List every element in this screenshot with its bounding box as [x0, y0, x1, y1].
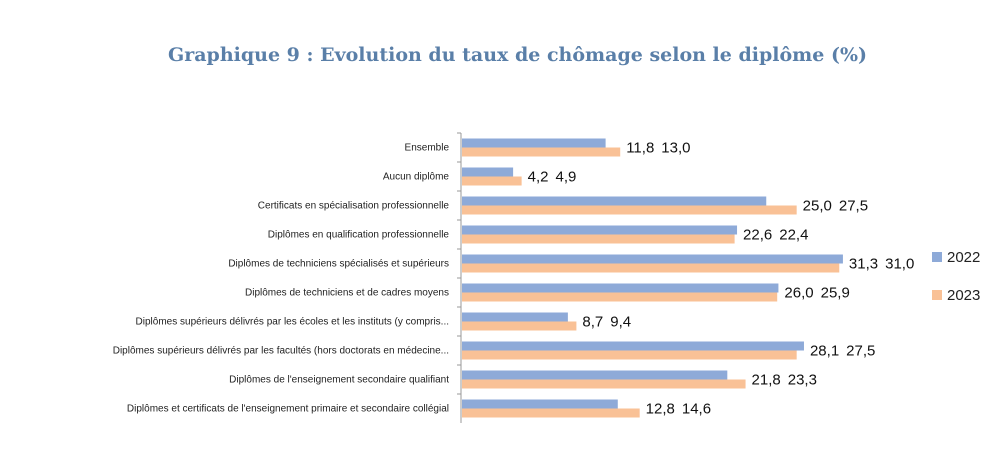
data-label-2022: 31,3	[849, 256, 878, 273]
bar-2022	[462, 138, 606, 148]
bar-2022	[462, 399, 618, 409]
bar-2023	[462, 379, 746, 389]
data-label-2022: 22,6	[743, 227, 772, 244]
bar-2022	[462, 370, 728, 380]
data-label-2023: 13,0	[661, 140, 690, 157]
bar-2023	[462, 408, 640, 418]
data-label-2023: 9,4	[610, 314, 631, 331]
data-label-2022: 25,0	[803, 198, 832, 215]
bar-2022	[462, 341, 804, 351]
data-label-2023: 31,0	[885, 256, 914, 273]
category-label: Diplômes de techniciens spécialisés et s…	[228, 259, 449, 270]
category-label: Diplômes et certificats de l'enseignemen…	[127, 404, 449, 415]
bar-2023	[462, 176, 522, 186]
legend-swatch-2022	[932, 252, 942, 262]
data-label-2022: 11,8	[626, 140, 654, 157]
data-label-2023: 27,5	[846, 343, 875, 360]
chart-title: Graphique 9 : Evolution du taux de chôma…	[167, 44, 867, 66]
bar-2023	[462, 263, 840, 273]
category-label: Diplômes de l'enseignement secondaire qu…	[229, 375, 449, 386]
bar-2023	[462, 321, 577, 331]
bar-2023	[462, 205, 797, 215]
legend-label: 2022	[947, 249, 980, 266]
bar-2022	[462, 225, 738, 235]
data-label-2022: 21,8	[752, 372, 781, 389]
data-label-2022: 26,0	[784, 285, 813, 302]
data-label-2023: 4,9	[555, 169, 576, 186]
category-label: Aucun diplôme	[383, 172, 450, 183]
category-label: Diplômes en qualification professionnell…	[268, 230, 450, 241]
data-label-2023: 27,5	[839, 198, 868, 215]
bar-2022	[462, 196, 767, 206]
bar-2023	[462, 292, 778, 302]
category-label: Diplômes supérieurs délivrés par les éco…	[136, 317, 449, 328]
data-label-2022: 12,8	[646, 401, 675, 418]
category-label: Diplômes supérieurs délivrés par les fac…	[113, 346, 449, 357]
bar-2023	[462, 234, 735, 244]
data-label-2023: 22,4	[779, 227, 808, 244]
category-label: Ensemble	[405, 143, 450, 154]
data-label-2022: 4,2	[528, 169, 549, 186]
bar-2023	[462, 350, 797, 360]
data-label-2023: 14,6	[682, 401, 711, 418]
bar-2022	[462, 167, 514, 177]
category-label: Certificats en spécialisation profession…	[258, 201, 450, 212]
bar-2022	[462, 283, 779, 293]
data-label-2022: 8,7	[582, 314, 603, 331]
bar-2022	[462, 254, 843, 264]
category-label: Diplômes de techniciens et de cadres moy…	[245, 288, 449, 299]
data-label-2023: 25,9	[821, 285, 850, 302]
legend-swatch-2023	[932, 290, 942, 300]
data-label-2022: 28,1	[810, 343, 839, 360]
legend-label: 2023	[947, 287, 980, 304]
data-label-2023: 23,3	[788, 372, 817, 389]
bar-2022	[462, 312, 568, 322]
bar-2023	[462, 147, 621, 157]
